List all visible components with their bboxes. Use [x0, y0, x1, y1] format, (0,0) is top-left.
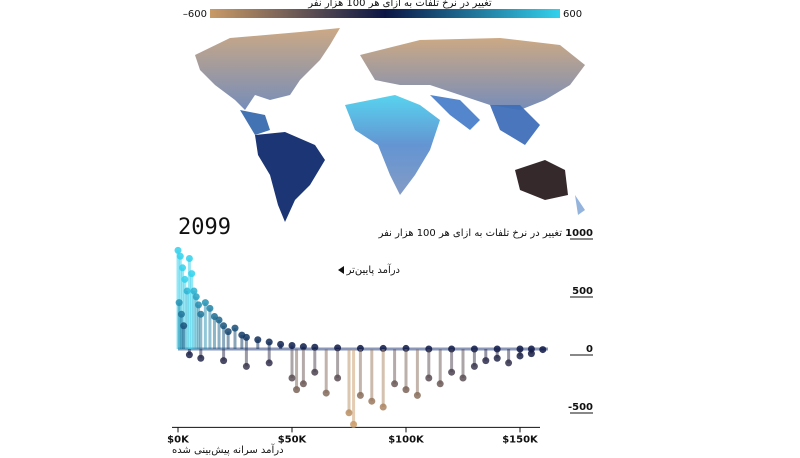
point — [265, 359, 273, 367]
point — [368, 397, 376, 405]
point — [177, 310, 185, 318]
point — [311, 343, 319, 351]
point — [379, 403, 387, 411]
point — [176, 252, 184, 260]
point — [242, 333, 250, 341]
point — [195, 301, 203, 309]
point — [299, 343, 307, 351]
point — [334, 374, 342, 382]
point — [379, 344, 387, 352]
point — [179, 264, 187, 272]
x-tick-label: $100K — [388, 434, 425, 445]
point — [201, 299, 209, 307]
point — [311, 368, 319, 376]
point — [180, 322, 188, 330]
point — [459, 374, 467, 382]
point — [175, 299, 183, 307]
point — [539, 346, 547, 354]
point — [206, 304, 214, 312]
point — [448, 368, 456, 376]
x-tick-label: $50K — [278, 434, 308, 445]
world-map — [195, 28, 585, 222]
point — [190, 287, 198, 295]
point — [192, 293, 200, 301]
point — [402, 386, 410, 394]
point — [242, 362, 250, 370]
point — [197, 310, 205, 318]
point — [516, 352, 524, 360]
point — [181, 275, 189, 283]
point — [215, 316, 223, 324]
y-tick-label: 500 — [572, 286, 593, 297]
point — [224, 328, 232, 336]
point — [350, 420, 358, 428]
x-axis-label: درآمد سرانه پیش‌بینی شده — [172, 443, 284, 456]
colorbar-tick-label: 600 — [563, 9, 582, 20]
point — [322, 389, 330, 397]
point — [265, 338, 273, 346]
point — [293, 386, 301, 394]
point — [185, 255, 193, 263]
point — [220, 357, 228, 365]
annotation: درآمد پایین‌تر — [346, 263, 400, 276]
y-tick-label: -500 — [568, 402, 593, 413]
point — [197, 354, 205, 362]
point — [391, 380, 399, 388]
point — [470, 362, 478, 370]
point — [505, 359, 513, 367]
point — [413, 391, 421, 399]
point — [527, 350, 535, 358]
point — [277, 340, 285, 348]
point — [254, 336, 262, 344]
point — [402, 344, 410, 352]
point — [493, 354, 501, 362]
x-tick-label: $0K — [167, 434, 190, 445]
y-axis-label: تغییر در نرخ تلفات به ازای هر 100 هزار ن… — [378, 228, 563, 239]
point — [356, 344, 364, 352]
point — [288, 342, 296, 350]
point — [425, 374, 433, 382]
y-tick-label: 1000 — [565, 228, 593, 239]
point — [174, 246, 182, 254]
point — [188, 270, 196, 278]
point — [185, 351, 193, 359]
point — [334, 344, 342, 352]
colorbar-tick-label: –600 — [183, 9, 207, 20]
point — [436, 380, 444, 388]
colorbar — [210, 9, 560, 18]
x-tick-label: $150K — [502, 434, 539, 445]
point — [231, 324, 239, 332]
y-tick-label: 0 — [586, 344, 593, 355]
point — [356, 391, 364, 399]
point — [220, 322, 228, 330]
year-label: 2099 — [178, 215, 231, 240]
point — [288, 374, 296, 382]
point — [299, 380, 307, 388]
colorbar-title: تغییر در نرخ تلفات به ازای هر 100 هزار ن… — [307, 0, 492, 9]
point — [482, 357, 490, 365]
arrow — [338, 266, 344, 274]
point — [345, 409, 353, 417]
